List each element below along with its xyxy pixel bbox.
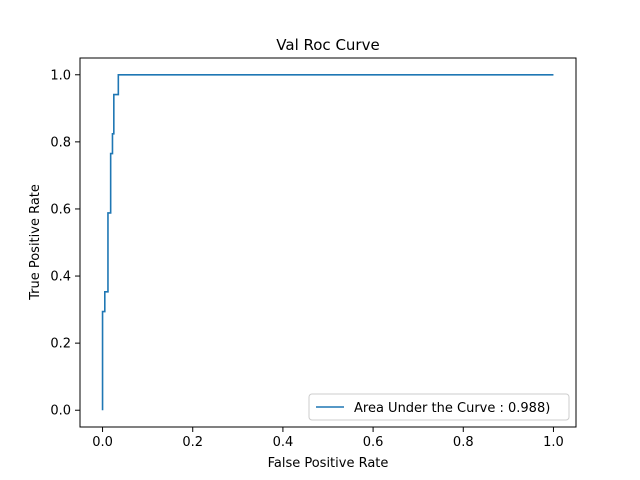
legend-entry-label: Area Under the Curve : 0.988) xyxy=(354,401,550,416)
x-tick-label: 0.0 xyxy=(92,435,113,450)
y-axis: 0.0 0.2 0.4 0.6 0.8 1.0 xyxy=(50,68,80,419)
x-tick-label: 1.0 xyxy=(543,435,564,450)
y-axis-label: True Positive Rate xyxy=(28,184,43,301)
x-axis-label: False Positive Rate xyxy=(268,456,389,471)
x-tick-label: 0.4 xyxy=(273,435,294,450)
legend: Area Under the Curve : 0.988) xyxy=(308,393,570,421)
y-tick-label: 0.2 xyxy=(50,337,71,352)
x-tick-label: 0.8 xyxy=(453,435,474,450)
roc-curve-line xyxy=(101,73,554,411)
y-tick-label: 0.6 xyxy=(50,202,71,217)
y-tick-label: 0.8 xyxy=(50,135,71,150)
y-tick-label: 0.0 xyxy=(50,404,71,419)
legend-box xyxy=(308,393,570,421)
y-tick-label: 1.0 xyxy=(50,68,71,83)
x-tick-label: 0.6 xyxy=(363,435,384,450)
plot-frame xyxy=(79,57,577,428)
chart-title: Val Roc Curve xyxy=(276,36,379,54)
plot-area xyxy=(79,57,577,428)
x-tick-label: 0.2 xyxy=(182,435,203,450)
x-axis: 0.0 0.2 0.4 0.6 0.8 1.0 xyxy=(92,427,564,450)
y-tick-label: 0.4 xyxy=(50,270,71,285)
